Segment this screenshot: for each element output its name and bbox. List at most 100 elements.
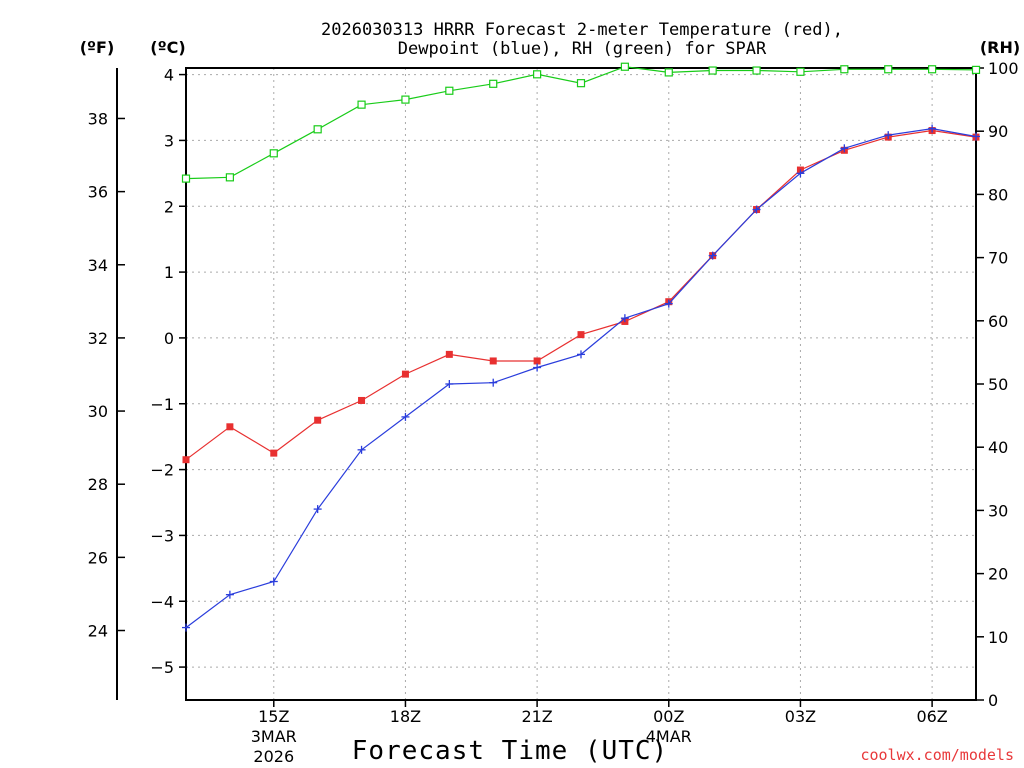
dewpoint-point <box>620 314 629 323</box>
x-tick-sublabel: 2026 <box>253 747 294 766</box>
rh-point <box>313 125 322 134</box>
celsius-tick-label: 0 <box>164 329 174 348</box>
x-tick-sublabel: 4MAR <box>646 727 692 746</box>
fahrenheit-tick-label: 24 <box>88 622 108 641</box>
dewpoint-point <box>664 299 673 308</box>
rh-tick-label: 10 <box>988 628 1008 647</box>
rh-point <box>401 95 410 104</box>
celsius-tick-label: −2 <box>150 461 174 480</box>
2-meter-temperature-point <box>577 331 585 339</box>
plot-frame <box>185 67 977 701</box>
2-meter-temperature-point <box>226 423 234 431</box>
dewpoint-point <box>445 380 454 388</box>
celsius-tick-label: −4 <box>150 592 174 611</box>
rh-point <box>796 67 805 76</box>
x-tick-label: 03Z <box>785 707 816 726</box>
rh-point <box>928 65 937 74</box>
2-meter-temperature-point <box>445 350 453 358</box>
rh-tick-label: 90 <box>988 122 1008 141</box>
dewpoint-point <box>752 205 761 214</box>
chart-title-line1: 2026030313 HRRR Forecast 2-meter Tempera… <box>321 20 843 40</box>
rh-point <box>576 79 586 88</box>
fahrenheit-tick-label: 38 <box>88 109 108 128</box>
fahrenheit-tick-label: 32 <box>88 329 108 348</box>
2-meter-temperature-point <box>358 396 366 404</box>
dewpoint-line <box>185 127 977 629</box>
x-tick-sublabel: 3MAR <box>251 727 297 746</box>
dewpoint-point <box>928 124 937 133</box>
rh-point <box>840 65 849 74</box>
rh-point <box>533 70 542 79</box>
rh-tick-label: 70 <box>988 249 1008 268</box>
2-meter-temperature-point <box>270 449 278 457</box>
celsius-tick-label: 4 <box>164 66 174 85</box>
rh-point <box>181 174 191 183</box>
dewpoint-point <box>972 132 980 141</box>
x-tick-label: 18Z <box>390 707 421 726</box>
celsius-tick-label: 2 <box>164 197 174 216</box>
2-meter-temperature-point <box>314 416 322 424</box>
2-meter-temperature-point <box>401 370 409 378</box>
fahrenheit-tick-label: 30 <box>88 402 108 421</box>
2-meter-temperature-point <box>489 357 497 365</box>
2-meter-temperature-line <box>185 129 977 461</box>
axes: −5−4−3−2−1012342426283032343638010203040… <box>88 59 1019 766</box>
chart-title-line2: Dewpoint (blue), RH (green) for SPAR <box>398 39 767 59</box>
celsius-tick-label: −5 <box>150 658 174 677</box>
rh-tick-label: 50 <box>988 375 1008 394</box>
rh-point <box>269 149 278 158</box>
dewpoint-point <box>401 412 410 421</box>
dewpoint-point <box>840 144 849 153</box>
rh-unit-label: (RH) <box>980 38 1020 57</box>
dewpoint-point <box>708 251 717 260</box>
dewpoint-point <box>489 378 498 387</box>
x-tick-label: 15Z <box>258 707 289 726</box>
rh-point <box>225 173 234 182</box>
rh-point <box>752 66 761 75</box>
celsius-tick-label: 3 <box>164 131 174 150</box>
grid <box>186 68 976 700</box>
rh-point <box>664 68 673 77</box>
dewpoint-point <box>577 350 585 359</box>
dewpoint-point <box>313 505 322 514</box>
rh-point <box>357 100 366 109</box>
fahrenheit-tick-label: 26 <box>88 548 108 567</box>
rh-point <box>489 79 498 88</box>
fahrenheit-tick-label: 34 <box>88 256 108 275</box>
rh-tick-label: 0 <box>988 691 998 710</box>
2-meter-temperature-point <box>182 456 190 464</box>
series <box>181 62 981 632</box>
fahrenheit-tick-label: 28 <box>88 475 108 494</box>
x-tick-label: 06Z <box>916 707 947 726</box>
celsius-unit-label: (ºC) <box>150 38 185 57</box>
rh-tick-label: 30 <box>988 501 1008 520</box>
dewpoint-point <box>225 590 234 599</box>
fahrenheit-tick-label: 36 <box>88 183 108 202</box>
dewpoint-point <box>533 363 542 372</box>
rh-point <box>708 66 717 75</box>
x-axis-label: Forecast Time (UTC) <box>352 736 668 766</box>
celsius-tick-label: 1 <box>164 263 174 282</box>
rh-point <box>620 62 629 71</box>
celsius-tick-label: −3 <box>150 526 174 545</box>
dewpoint-point <box>269 577 278 586</box>
rh-tick-label: 40 <box>988 438 1008 457</box>
dewpoint-point <box>796 169 805 178</box>
rh-tick-label: 20 <box>988 565 1008 584</box>
dewpoint-point <box>182 623 190 632</box>
rh-tick-label: 100 <box>988 59 1019 78</box>
rh-tick-label: 60 <box>988 312 1008 331</box>
x-tick-label: 00Z <box>653 707 684 726</box>
celsius-tick-label: −1 <box>150 395 174 414</box>
rh-point <box>884 65 893 74</box>
credit-text: coolwx.com/models <box>860 746 1014 764</box>
dewpoint-point <box>357 445 366 454</box>
x-tick-label: 21Z <box>521 707 552 726</box>
rh-point <box>971 65 981 74</box>
fahrenheit-unit-label: (ºF) <box>80 38 115 57</box>
2-meter-temperature-point <box>533 357 541 365</box>
rh-tick-label: 80 <box>988 185 1008 204</box>
dewpoint-point <box>884 131 893 140</box>
rh-point <box>445 86 454 95</box>
